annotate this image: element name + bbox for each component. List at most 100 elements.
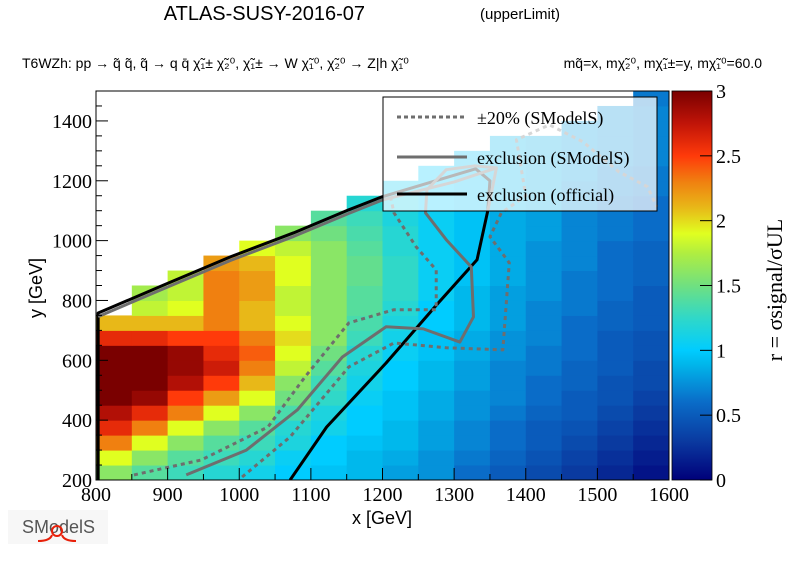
heatmap-cell xyxy=(633,330,670,346)
colorbar-tick-label: 3 xyxy=(716,81,726,103)
colorbar-tick-label: 0 xyxy=(716,470,726,492)
y-tick-label: 1200 xyxy=(52,171,92,193)
chart-title: ATLAS-SUSY-2016-07 xyxy=(164,3,365,25)
heatmap-cell xyxy=(167,330,204,346)
heatmap-cell xyxy=(561,300,598,316)
heatmap-cell xyxy=(561,345,598,361)
heatmap-cell xyxy=(346,210,383,227)
heatmap-cell xyxy=(382,450,419,466)
heatmap-cell xyxy=(239,255,276,272)
heatmap-cell xyxy=(310,465,348,481)
heatmap-cell xyxy=(525,390,563,406)
heatmap-cell xyxy=(489,345,527,361)
heatmap-cell xyxy=(203,465,240,481)
heatmap-cell xyxy=(239,465,276,481)
chart-title-suffix: (upperLimit) xyxy=(480,6,560,23)
heatmap-cell xyxy=(131,450,169,466)
axes: 800 900 1000 1100 1200 1300 1400 1500 1600 200 400… xyxy=(52,105,689,506)
heatmap-cell xyxy=(418,360,455,376)
colorbar-label: r = σsignal/σUL xyxy=(762,219,787,361)
heatmap-cell xyxy=(239,375,276,391)
heatmap-cell xyxy=(597,375,634,391)
x-tick-label: 1400 xyxy=(506,484,546,506)
heatmap-cell xyxy=(454,435,491,451)
heatmap-cell xyxy=(167,300,204,316)
heatmap-cell xyxy=(275,330,312,346)
heatmap-cell xyxy=(489,450,527,466)
x-tick-label: 1000 xyxy=(219,484,259,506)
heatmap-cell xyxy=(310,390,348,406)
heatmap-cell xyxy=(346,405,383,421)
heatmap-cell xyxy=(525,285,563,301)
heatmap-cell xyxy=(418,465,455,481)
heatmap-cell xyxy=(597,360,634,376)
heatmap-cell xyxy=(597,420,634,436)
x-tick-label: 1300 xyxy=(434,484,474,506)
heatmap-cell xyxy=(346,300,383,316)
heatmap-cell xyxy=(167,390,204,406)
heatmap-cell xyxy=(167,345,204,361)
heatmap-cell xyxy=(489,315,527,331)
heatmap-cell xyxy=(275,360,312,376)
heatmap-cell xyxy=(489,465,527,481)
heatmap-cell xyxy=(310,315,348,331)
heatmap-cell xyxy=(239,420,276,436)
heatmap-cell xyxy=(525,420,563,436)
heatmap-cell xyxy=(167,375,204,391)
x-tick-label: 1200 xyxy=(363,484,403,506)
heatmap-cell xyxy=(418,330,455,346)
heatmap-cell xyxy=(131,330,169,346)
heatmap-cell xyxy=(131,345,169,361)
heatmap-cell xyxy=(310,420,348,436)
heatmap-cell xyxy=(346,240,383,257)
heatmap-cell xyxy=(525,240,563,257)
heatmap-cell xyxy=(418,240,455,257)
heatmap-cell xyxy=(633,210,670,227)
colorbar-tick-label: 1.5 xyxy=(716,276,741,298)
heatmap-cell xyxy=(167,405,204,421)
heatmap-cell xyxy=(633,390,670,406)
heatmap-cell xyxy=(525,315,563,331)
heatmap-cell xyxy=(597,435,634,451)
heatmap-cell xyxy=(633,285,670,301)
heatmap-cell xyxy=(239,300,276,316)
heatmap-cell xyxy=(239,405,276,421)
heatmap-cell xyxy=(561,270,598,286)
y-tick-label: 600 xyxy=(62,350,92,372)
heatmap-cell xyxy=(525,210,563,227)
heatmap-cell xyxy=(310,255,348,272)
heatmap-cell xyxy=(346,420,383,436)
heatmap-cell xyxy=(203,270,240,286)
heatmap-cell xyxy=(96,360,133,376)
heatmap-cell xyxy=(561,210,598,227)
heatmap-cell xyxy=(275,240,312,257)
heatmap-cell xyxy=(489,420,527,436)
heatmap-cell xyxy=(239,315,276,331)
heatmap-cell xyxy=(561,240,598,257)
heatmap-cell xyxy=(525,435,563,451)
heatmap-cell xyxy=(382,360,419,376)
heatmap-cell xyxy=(633,420,670,436)
heatmap-cell xyxy=(454,390,491,406)
heatmap-cell xyxy=(382,375,419,391)
heatmap-cell xyxy=(633,450,670,466)
heatmap-cell xyxy=(561,435,598,451)
heatmap-cell xyxy=(96,390,133,406)
heatmap-cell xyxy=(239,330,276,346)
heatmap-cell xyxy=(239,450,276,466)
heatmap-cell xyxy=(525,255,563,272)
x-tick-label: 800 xyxy=(81,484,111,506)
heatmap-cell xyxy=(203,360,240,376)
heatmap-cell xyxy=(203,390,240,406)
heatmap-cell xyxy=(561,315,598,331)
legend-label-20pct: ±20% (SModelS) xyxy=(477,108,603,129)
heatmap-cell xyxy=(96,420,133,436)
heatmap-cell xyxy=(597,405,634,421)
heatmap-cell xyxy=(275,465,312,481)
heatmap-cell xyxy=(633,405,670,421)
heatmap-cell xyxy=(418,390,455,406)
heatmap-cell xyxy=(454,450,491,466)
heatmap-cell xyxy=(346,270,383,286)
x-axis-label: x [GeV] xyxy=(352,508,412,528)
heatmap-cell xyxy=(597,300,634,316)
